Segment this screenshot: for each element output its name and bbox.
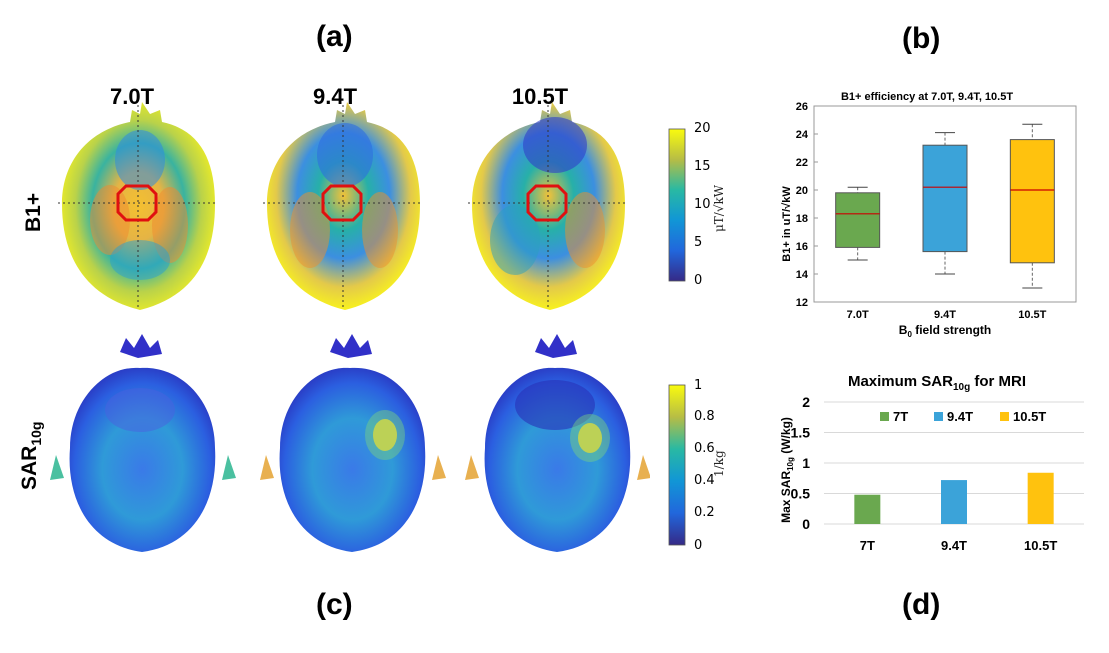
box-ytick-label: 22	[796, 157, 808, 169]
box-ytick-label: 12	[796, 297, 808, 309]
box-chart: B1+ efficiency at 7.0T, 9.4T, 10.5T 26 24…	[781, 91, 1077, 339]
bar-chart-xticks: 7T 9.4T 10.5T	[860, 538, 1058, 553]
b1-map-7t	[58, 102, 218, 310]
box-ytick-label: 24	[796, 129, 809, 141]
cb-b1-tick-10: 10	[694, 197, 711, 212]
bar-chart-ylabel: Max SAR10g (W/kg)	[779, 417, 795, 523]
bar-chart-bars	[854, 472, 1054, 524]
b1-maps	[58, 102, 628, 310]
bar-9.4T	[941, 480, 967, 524]
b1-map-9-4t	[263, 102, 423, 310]
bar-chart-legend: 7T 9.4T 10.5T	[880, 409, 1046, 424]
row-label-sar: SAR10g	[18, 422, 44, 490]
bar-chart-ylabel-sub: 10g	[786, 457, 795, 471]
bar-7T	[854, 494, 881, 524]
bar-chart: Maximum SAR10g for MRI Max SAR10g (W/kg)…	[779, 373, 1084, 553]
box-ytick-label: 14	[796, 269, 809, 281]
cb-sar-tick-0-4: 0.4	[694, 473, 715, 488]
box-chart-ylabel: B1+ in uT/√kW	[781, 186, 793, 262]
bar-ytick-label: 0.5	[791, 486, 811, 502]
legend-swatch	[880, 412, 889, 421]
legend-label: 9.4T	[947, 409, 973, 424]
sar-maps	[50, 334, 650, 552]
box-ytick-label: 18	[796, 213, 808, 225]
colorbar-b1	[668, 128, 686, 282]
field-label-10-5t: 10.5T	[511, 84, 569, 109]
bar-chart-title-main: Maximum SAR	[848, 373, 953, 390]
field-label-9-4t: 9.4T	[312, 84, 358, 109]
row-label-sar-sub: 10g	[28, 421, 45, 446]
box-chart-title: B1+ efficiency at 7.0T, 9.4T, 10.5T	[841, 91, 1013, 103]
cb-b1-tick-20: 20	[694, 121, 711, 136]
box-chart-xlabel-main: B	[899, 323, 908, 337]
bar-chart-ylabel-rest: (W/kg)	[779, 417, 793, 457]
b1-map-10-5t	[468, 102, 628, 310]
bar-chart-title-rest: for MRI	[970, 373, 1026, 390]
row-label-sar-main: SAR	[18, 445, 41, 490]
legend-swatch	[934, 412, 943, 421]
row-label-b1: B1+	[22, 192, 45, 232]
box-chart-xticks: 7.0T 9.4T 10.5T	[847, 309, 1047, 321]
cb-sar-tick-0-2: 0.2	[694, 505, 715, 520]
bar-xtick-label: 9.4T	[941, 538, 967, 553]
field-label-7t: 7.0T	[109, 84, 155, 109]
cb-sar-tick-0: 0	[694, 538, 703, 553]
bar-chart-title: Maximum SAR10g for MRI	[848, 373, 1026, 393]
bar-ytick-label: 1	[802, 455, 810, 471]
cb-b1-tick-15: 15	[694, 159, 711, 174]
box-xtick-label: 7.0T	[847, 309, 869, 321]
cb-b1-tick-0: 0	[694, 273, 703, 288]
box-ytick-label: 20	[796, 185, 808, 197]
bar-ytick-label: 2	[802, 394, 810, 410]
panel-label-b: (b)	[902, 22, 941, 55]
cb-b1-tick-5: 5	[694, 235, 703, 250]
cb-sar-tick-0-8: 0.8	[694, 409, 715, 424]
box-chart-frame	[813, 105, 1077, 303]
sar-map-7t	[50, 334, 236, 552]
box-chart-yticks: 26 24 22 20 18 16 14 12	[796, 101, 818, 309]
legend-label: 7T	[893, 409, 908, 424]
box-7.0T	[835, 192, 881, 248]
panel-label-a: (a)	[316, 20, 353, 53]
legend-swatch	[1000, 412, 1009, 421]
cb-sar-tick-1: 1	[694, 378, 703, 393]
cb-b1-unit: μT/√kW	[712, 184, 726, 232]
box-chart-xlabel-rest: field strength	[912, 323, 991, 337]
colorbar-sar	[668, 384, 686, 546]
bar-xtick-label: 10.5T	[1024, 538, 1057, 553]
panel-label-c: (c)	[316, 588, 353, 621]
bar-ytick-label: 1.5	[791, 425, 811, 441]
box-ytick-label: 26	[796, 101, 808, 113]
sar-map-9-4t	[260, 334, 446, 552]
box-xtick-label: 9.4T	[934, 309, 956, 321]
cb-sar-tick-0-6: 0.6	[694, 441, 715, 456]
bar-chart-ylabel-main: Max SAR	[779, 471, 793, 523]
box-10.5T	[1009, 139, 1055, 264]
bar-ytick-label: 0	[802, 516, 810, 532]
bar-chart-title-sub: 10g	[953, 382, 970, 393]
bar-10.5T	[1027, 472, 1054, 524]
box-ytick-label: 16	[796, 241, 808, 253]
legend-label: 10.5T	[1013, 409, 1046, 424]
box-chart-plot	[835, 123, 1055, 289]
box-xtick-label: 10.5T	[1018, 309, 1046, 321]
panel-label-d: (d)	[902, 588, 941, 621]
box-9.4T	[922, 144, 968, 253]
box-chart-xlabel-sub: 0	[907, 330, 912, 339]
sar-map-10-5t	[465, 334, 650, 552]
cb-sar-unit: 1/kg	[712, 450, 726, 477]
bar-xtick-label: 7T	[860, 538, 875, 553]
box-chart-xlabel: B0 field strength	[899, 323, 991, 339]
